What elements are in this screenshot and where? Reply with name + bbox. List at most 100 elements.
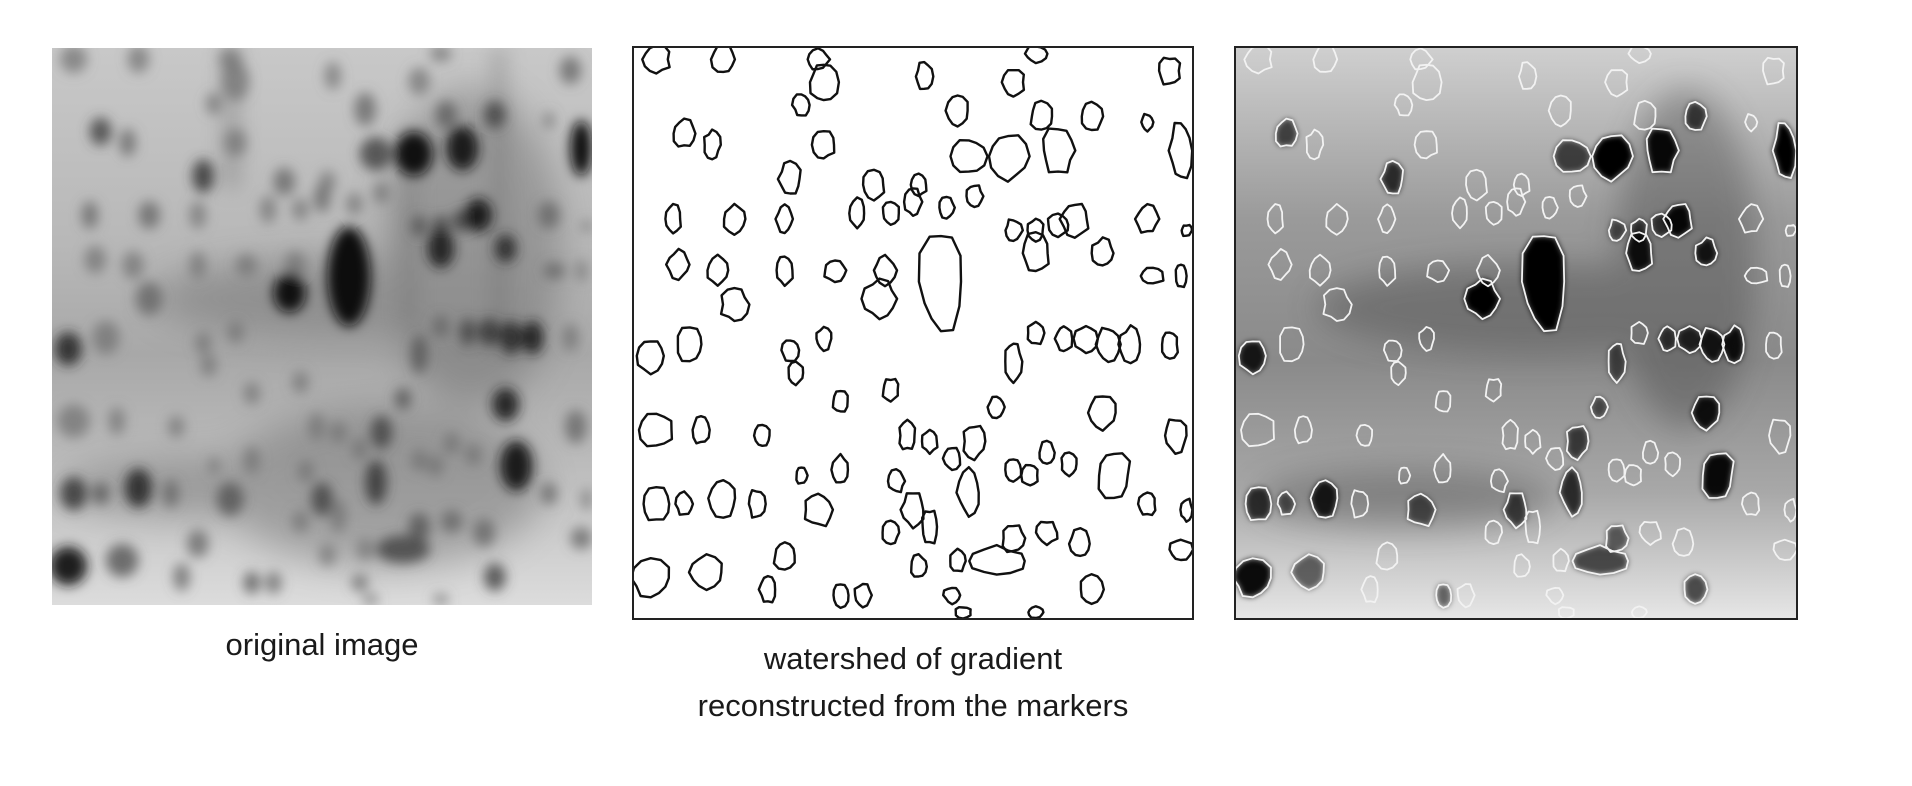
overlay-spot [1553, 140, 1591, 172]
watershed-contour [1026, 320, 1046, 346]
watershed-contour [1179, 497, 1192, 523]
gel-spot [208, 457, 220, 475]
watershed-contour [676, 326, 703, 363]
watershed-contour [1139, 266, 1165, 285]
watershed-contour [637, 412, 674, 448]
overlay-contour [1393, 93, 1414, 117]
gel-spot [135, 282, 163, 316]
caption-original-text: original image [225, 627, 419, 662]
watershed-contour [634, 557, 671, 599]
gel-spot [327, 226, 371, 327]
watershed-contour [853, 582, 873, 609]
overlay-contour [1676, 325, 1703, 354]
watershed-contour [848, 196, 866, 230]
gel-spot [54, 332, 82, 366]
gel-spot [432, 593, 449, 605]
gel-spot [227, 321, 244, 344]
overlay-contour [1244, 486, 1273, 521]
gel-spot [243, 382, 260, 405]
overlay-contour [1683, 573, 1709, 605]
gel-spot [521, 320, 544, 355]
overlay-contour [1433, 453, 1452, 484]
watershed-contour [962, 424, 987, 462]
overlay-spot [1606, 525, 1629, 552]
overlay-contour [1552, 547, 1570, 573]
gel-spot [89, 117, 112, 146]
overlay-contour [1512, 172, 1531, 197]
watershed-contour [1180, 223, 1192, 238]
gel-spot [265, 571, 282, 594]
watershed-contour [757, 574, 777, 604]
watershed-contour [987, 134, 1031, 183]
watershed-contour [1079, 573, 1105, 606]
overlay-spot [1521, 236, 1565, 332]
gel-spot [122, 251, 144, 280]
watershed-contour [1004, 218, 1024, 243]
overlay-contour [1360, 575, 1379, 604]
watershed-contour [1027, 605, 1045, 618]
overlay-contour [1684, 100, 1708, 131]
watershed-contour [886, 468, 907, 494]
watershed-contour [968, 543, 1026, 576]
overlay-contour [1236, 557, 1272, 599]
gel-spot [52, 546, 88, 586]
watershed-contour [914, 60, 935, 91]
gel-spot [484, 563, 506, 591]
watershed-contour [1097, 452, 1132, 500]
overlay-contour [1744, 113, 1759, 133]
watershed-contour [1167, 121, 1192, 180]
overlay-contour [1456, 583, 1476, 609]
gel-spot [359, 137, 393, 171]
watershed-contour [823, 259, 848, 284]
watershed-contour [872, 253, 899, 288]
gel-spot [308, 412, 325, 441]
gel-spot [189, 251, 206, 280]
gel-spot [432, 315, 449, 338]
overlay-spot [1608, 343, 1626, 383]
watershed-contour [938, 195, 956, 220]
watershed-contour [1034, 520, 1059, 547]
watershed-contour [986, 395, 1006, 420]
gel-spot [173, 563, 190, 591]
overlay-contour [1557, 606, 1575, 618]
overlay-contour [1558, 466, 1583, 518]
overlay-spot [1236, 558, 1271, 598]
overlay-contour [1650, 212, 1673, 238]
gel-spot [84, 245, 106, 274]
watershed-panel [632, 46, 1194, 620]
overlay-contour [1607, 218, 1628, 242]
watershed-contour [674, 490, 695, 516]
gel-spot [494, 234, 517, 263]
watershed-contour [898, 418, 917, 451]
overlay-contour [1638, 521, 1662, 546]
overlay-spot [1590, 396, 1608, 419]
gel-spot [292, 510, 309, 533]
overlay-contour [1290, 553, 1325, 591]
overlay-contour [1377, 203, 1397, 234]
overlay-contour [1406, 492, 1437, 527]
watershed-contour [917, 234, 963, 333]
watershed-contour [1004, 342, 1024, 385]
overlay-spot [1772, 123, 1796, 179]
gel-spot [408, 513, 431, 541]
gel-spot [259, 195, 277, 224]
gel-spot [543, 112, 555, 129]
gel-spot [562, 323, 579, 352]
overlay-contour [1568, 184, 1588, 208]
overlay-spot [1677, 326, 1702, 354]
watershed-contour [832, 583, 850, 610]
gel-spot [484, 100, 506, 129]
gel-spot [81, 201, 98, 230]
gel-spot [92, 482, 109, 505]
overlay-contour [1350, 489, 1370, 519]
overlay-spot [1626, 232, 1653, 271]
overlay-contour [1308, 253, 1332, 287]
gel-spot [500, 320, 522, 355]
watershed-contour [635, 340, 665, 376]
overlay-contour [1771, 122, 1796, 179]
watershed-contour [776, 159, 802, 195]
gel-spot [427, 229, 455, 268]
overlay-contour [1545, 447, 1565, 471]
overlay-contour [1309, 479, 1339, 519]
overlay-contour [1355, 424, 1373, 447]
